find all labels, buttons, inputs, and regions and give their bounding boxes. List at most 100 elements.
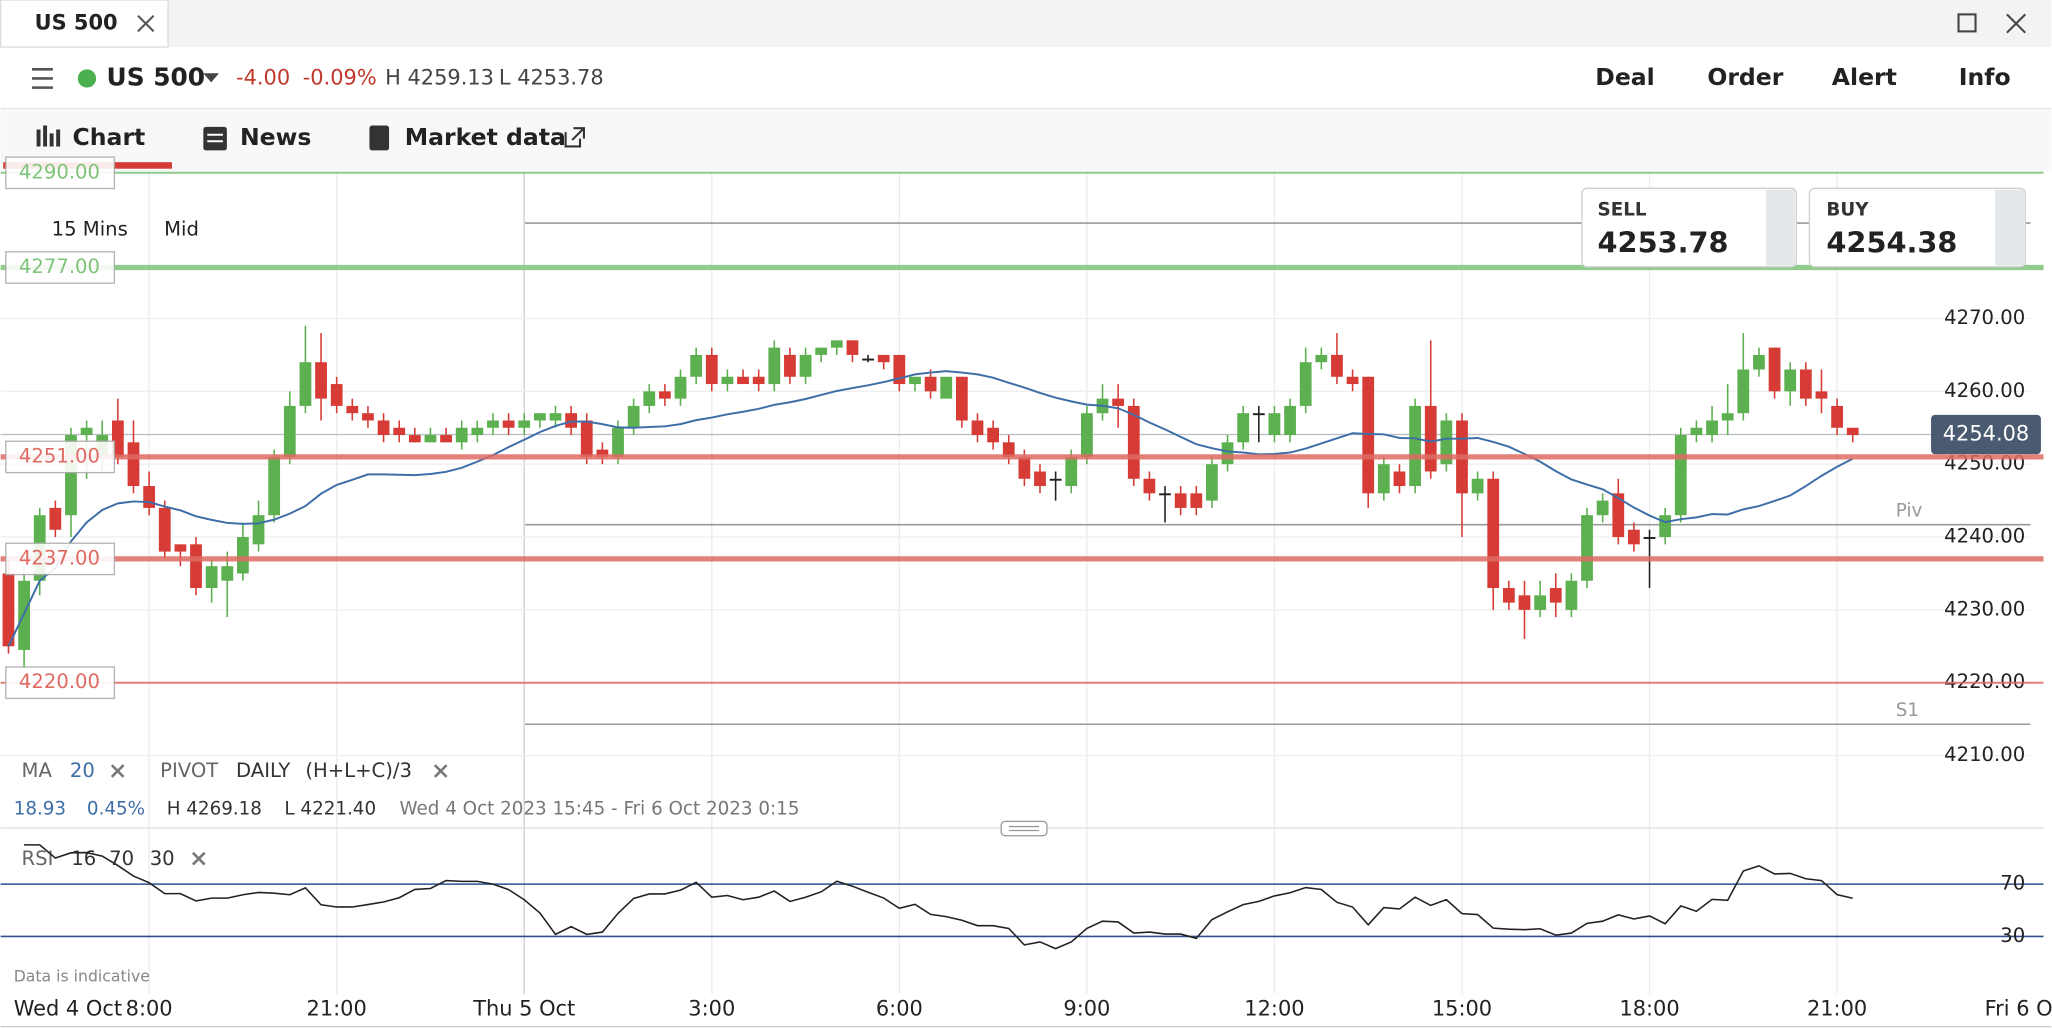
candle-body <box>1565 580 1578 610</box>
candle-body <box>893 354 906 385</box>
resize-handle[interactable] <box>1000 820 1048 837</box>
rsi-period: 16 <box>71 847 96 870</box>
candle-body <box>705 354 718 385</box>
candle-body <box>1706 420 1718 436</box>
candle-body <box>1768 347 1781 392</box>
deal-button[interactable]: Deal <box>1595 63 1654 91</box>
candle-body <box>455 427 468 443</box>
candle-body <box>971 420 984 436</box>
candle-body <box>518 420 531 428</box>
x-tick-label: 18:00 <box>1619 997 1679 1021</box>
candle-body <box>565 413 578 428</box>
candle-body <box>1206 464 1218 501</box>
rsi-remove[interactable] <box>191 851 206 866</box>
sell-price: 4253.78 <box>1598 226 1729 260</box>
candle-body <box>580 420 593 457</box>
candle-body <box>2 573 15 647</box>
level-label: 4237.00 <box>19 546 100 569</box>
candle-body <box>830 340 843 348</box>
chart-icon <box>36 125 61 147</box>
close-button[interactable] <box>2006 13 2026 34</box>
candle-body <box>1377 464 1390 494</box>
candle-body <box>1299 362 1312 406</box>
candle-body <box>408 435 421 443</box>
candle-body <box>1237 413 1250 443</box>
rsi-axis-label: 30 <box>2000 924 2025 947</box>
news-tab[interactable]: News <box>240 123 311 151</box>
rsi-line <box>24 844 1853 950</box>
candle-body <box>315 362 327 399</box>
candle-body <box>487 420 499 428</box>
candle-body <box>955 376 968 421</box>
news-icon-lines <box>207 133 223 143</box>
tab-close[interactable] <box>137 14 155 33</box>
candle-body <box>1690 427 1703 436</box>
candle-body <box>1331 354 1343 377</box>
candle-body <box>1190 493 1203 508</box>
sell-button-side <box>1766 189 1796 266</box>
instrument-name[interactable]: US 500 <box>107 62 206 91</box>
candle-body <box>1034 471 1046 487</box>
tab-bar <box>0 0 2052 48</box>
candle-body <box>1643 537 1656 540</box>
candle-body <box>1846 427 1859 436</box>
alert-button[interactable]: Alert <box>1832 63 1897 91</box>
pivot-label: S1 <box>1896 700 1919 721</box>
external-link-icon <box>564 127 585 148</box>
candle-body <box>862 358 874 361</box>
level-label-box <box>5 666 116 700</box>
rsi-lower: 30 <box>150 847 175 870</box>
last-price-label: 4254.08 <box>1943 421 2029 445</box>
candle-body <box>158 507 171 552</box>
instrument-dropdown[interactable] <box>203 73 220 83</box>
status-dot <box>77 69 97 88</box>
level-label-box <box>5 251 116 284</box>
candle-body <box>752 376 765 385</box>
candle-body <box>1393 471 1406 487</box>
buy-button[interactable] <box>1808 187 2026 268</box>
candle-body <box>1362 376 1375 494</box>
candle-body <box>1784 369 1797 392</box>
candle-body <box>362 413 374 421</box>
price-change-pct: -0.09% <box>303 65 377 89</box>
order-button[interactable]: Order <box>1707 63 1783 91</box>
candle-body <box>1502 588 1515 603</box>
x-tick-label: Thu 5 Oct <box>472 997 575 1021</box>
last-price-badge <box>1931 414 2041 455</box>
candle-body <box>440 435 452 443</box>
candle-body <box>1143 478 1156 494</box>
candle-body <box>127 442 140 487</box>
buy-button-side <box>1995 189 2024 266</box>
market-data-tab[interactable]: Market data <box>405 123 566 151</box>
candle-body <box>1581 515 1593 581</box>
price-type-button[interactable] <box>152 213 212 248</box>
candle-body <box>205 566 218 589</box>
candle-body <box>377 420 390 436</box>
candle-body <box>1346 376 1359 385</box>
chart-tab[interactable]: Chart <box>73 123 146 151</box>
candle-body <box>502 420 515 428</box>
candle-body <box>1721 413 1734 421</box>
ma-pct: 0.45% <box>87 799 145 820</box>
ma-line <box>7 370 1854 647</box>
maximize-button[interactable] <box>1957 13 1977 33</box>
candle-body <box>1065 456 1078 487</box>
candle-body <box>1127 405 1140 479</box>
pivot-remove[interactable] <box>433 764 448 778</box>
x-tick-label: 15:00 <box>1432 997 1492 1021</box>
x-axis: Wed 4 Oct 8:00 21:00 Thu 5 Oct 3:00 6:00 9:00 1… <box>14 997 2052 1021</box>
candle-body <box>1080 413 1093 457</box>
interval-button[interactable] <box>39 213 142 248</box>
candle-body <box>643 391 656 406</box>
ma-remove[interactable] <box>110 764 125 778</box>
window-tab[interactable] <box>0 0 169 48</box>
candle-body <box>190 544 202 589</box>
level-label-box <box>5 156 116 190</box>
sell-button[interactable] <box>1581 187 1797 268</box>
candle-body <box>268 456 281 516</box>
candle-body <box>533 413 546 421</box>
sell-label: SELL <box>1598 200 1647 221</box>
info-button[interactable]: Info <box>1959 63 2011 91</box>
menu-button[interactable] <box>32 68 53 89</box>
pivot-label: Piv <box>1896 501 1923 522</box>
